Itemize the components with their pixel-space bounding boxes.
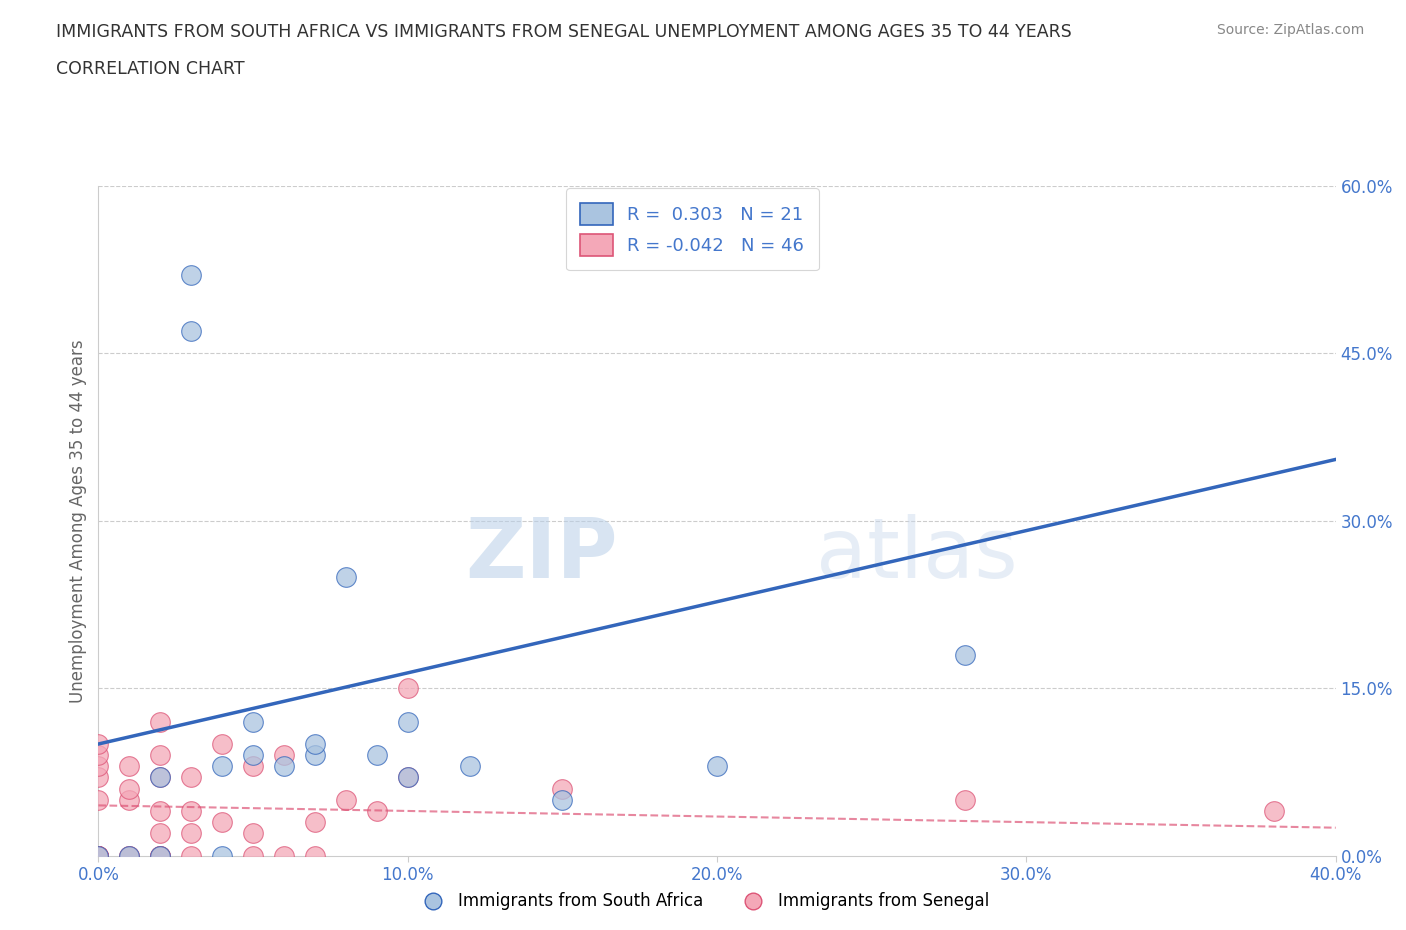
- Text: ZIP: ZIP: [465, 513, 619, 595]
- Point: [87, 737, 110, 751]
- Point: [458, 759, 481, 774]
- Point: [180, 826, 202, 841]
- Point: [211, 815, 233, 830]
- Point: [211, 848, 233, 863]
- Point: [180, 770, 202, 785]
- Point: [87, 792, 110, 807]
- Point: [149, 848, 172, 863]
- Point: [273, 759, 295, 774]
- Point: [211, 737, 233, 751]
- Point: [396, 714, 419, 729]
- Point: [87, 848, 110, 863]
- Point: [87, 848, 110, 863]
- Point: [180, 804, 202, 818]
- Point: [87, 848, 110, 863]
- Point: [87, 748, 110, 763]
- Point: [953, 647, 976, 662]
- Point: [273, 848, 295, 863]
- Point: [335, 792, 357, 807]
- Point: [706, 759, 728, 774]
- Point: [87, 848, 110, 863]
- Point: [149, 748, 172, 763]
- Y-axis label: Unemployment Among Ages 35 to 44 years: Unemployment Among Ages 35 to 44 years: [69, 339, 87, 702]
- Point: [242, 826, 264, 841]
- Point: [87, 848, 110, 863]
- Legend: Immigrants from South Africa, Immigrants from Senegal: Immigrants from South Africa, Immigrants…: [409, 885, 997, 917]
- Point: [180, 324, 202, 339]
- Point: [953, 792, 976, 807]
- Point: [396, 681, 419, 696]
- Point: [366, 804, 388, 818]
- Point: [242, 748, 264, 763]
- Point: [1263, 804, 1285, 818]
- Point: [87, 770, 110, 785]
- Point: [304, 737, 326, 751]
- Point: [304, 748, 326, 763]
- Point: [273, 748, 295, 763]
- Point: [149, 770, 172, 785]
- Point: [211, 759, 233, 774]
- Legend: R =  0.303   N = 21, R = -0.042   N = 46: R = 0.303 N = 21, R = -0.042 N = 46: [567, 189, 818, 271]
- Point: [118, 848, 141, 863]
- Point: [149, 848, 172, 863]
- Point: [396, 770, 419, 785]
- Point: [87, 848, 110, 863]
- Point: [87, 759, 110, 774]
- Point: [149, 848, 172, 863]
- Point: [118, 759, 141, 774]
- Point: [149, 804, 172, 818]
- Point: [149, 826, 172, 841]
- Text: IMMIGRANTS FROM SOUTH AFRICA VS IMMIGRANTS FROM SENEGAL UNEMPLOYMENT AMONG AGES : IMMIGRANTS FROM SOUTH AFRICA VS IMMIGRAN…: [56, 23, 1071, 41]
- Text: atlas: atlas: [815, 513, 1018, 595]
- Point: [118, 848, 141, 863]
- Point: [180, 848, 202, 863]
- Point: [180, 268, 202, 283]
- Point: [551, 781, 574, 796]
- Text: CORRELATION CHART: CORRELATION CHART: [56, 60, 245, 78]
- Point: [87, 848, 110, 863]
- Point: [118, 792, 141, 807]
- Point: [242, 759, 264, 774]
- Point: [149, 714, 172, 729]
- Point: [242, 714, 264, 729]
- Point: [149, 848, 172, 863]
- Point: [396, 770, 419, 785]
- Text: Source: ZipAtlas.com: Source: ZipAtlas.com: [1216, 23, 1364, 37]
- Point: [304, 815, 326, 830]
- Point: [366, 748, 388, 763]
- Point: [87, 848, 110, 863]
- Point: [87, 848, 110, 863]
- Point: [335, 569, 357, 584]
- Point: [304, 848, 326, 863]
- Point: [118, 781, 141, 796]
- Point: [118, 848, 141, 863]
- Point: [242, 848, 264, 863]
- Point: [551, 792, 574, 807]
- Point: [149, 770, 172, 785]
